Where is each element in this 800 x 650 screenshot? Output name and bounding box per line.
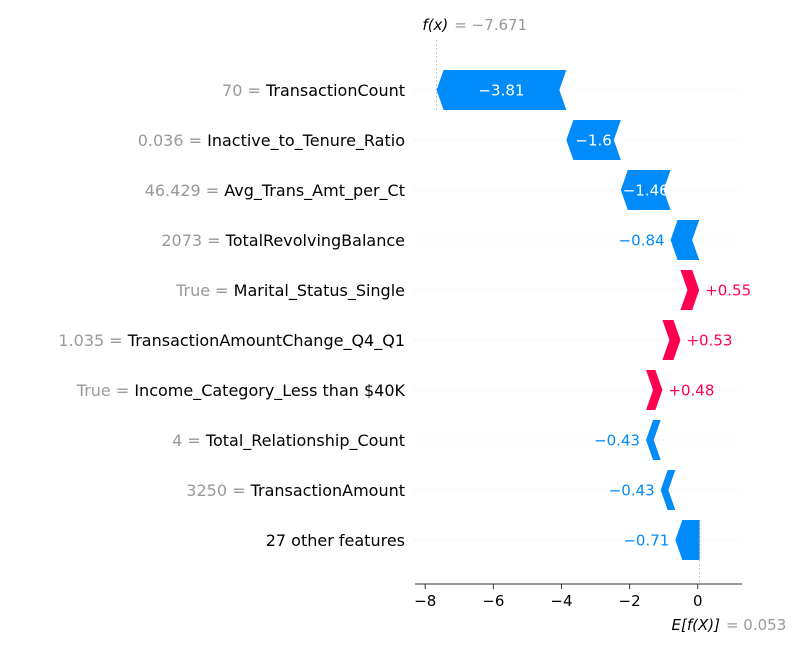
feature-label: 1.035 = TransactionAmountChange_Q4_Q1 (58, 331, 405, 351)
contribution-label: +0.48 (668, 382, 714, 400)
feature-name: Avg_Trans_Amt_per_Ct (224, 181, 405, 201)
feature-name: Inactive_to_Tenure_Ratio (207, 131, 405, 151)
feature-label: 3250 = TransactionAmount (186, 481, 405, 500)
feature-name: TransactionAmountChange_Q4_Q1 (127, 331, 405, 351)
waterfall-bar (675, 520, 700, 560)
x-axis: −8 −6 −4 −2 0 (414, 583, 742, 610)
feature-name: TransactionCount (265, 81, 405, 100)
x-tick-label: −8 (414, 592, 436, 610)
feature-name: Total_Relationship_Count (205, 431, 405, 451)
efx-label: E[f(X)] (672, 616, 721, 634)
waterfall-bar (660, 470, 676, 510)
feature-label: 46.429 = Avg_Trans_Amt_per_Ct (145, 181, 405, 201)
feature-label: 70 = TransactionCount (222, 81, 405, 100)
waterfall-bar (436, 70, 567, 110)
contribution-label: −0.71 (623, 532, 669, 550)
feature-value: 46.429 = (145, 181, 225, 200)
feature-label: 27 other features (266, 531, 405, 550)
waterfall-bar (646, 370, 663, 410)
feature-value: True = (76, 381, 135, 400)
feature-name: TotalRevolvingBalance (225, 231, 405, 250)
feature-name: Income_Category_Less than $40K (134, 381, 405, 401)
contribution-label: −1.6 (575, 132, 611, 150)
feature-label: 2073 = TotalRevolvingBalance (161, 231, 405, 250)
feature-label: True = Income_Category_Less than $40K (76, 381, 406, 401)
contribution-label: −0.84 (619, 232, 665, 250)
contribution-label: +0.53 (686, 332, 732, 350)
contribution-label: −1.46 (623, 182, 669, 200)
feature-labels: 70 = TransactionCount 0.036 = Inactive_to… (58, 81, 405, 550)
feature-value: 3250 = (186, 481, 250, 500)
x-tick-label: −4 (550, 592, 572, 610)
efx-annotation: E[f(X)] = 0.053 (672, 616, 787, 634)
feature-label: 4 = Total_Relationship_Count (172, 431, 405, 451)
feature-label: True = Marital_Status_Single (175, 281, 405, 301)
feature-value: 2073 = (161, 231, 225, 250)
bars: −3.81 −1.6 −1.46 −0.84 +0.55 +0.53 +0.48 −0.43 −… (436, 70, 751, 560)
feature-value: 1.035 = (58, 331, 127, 350)
contribution-label: −0.43 (609, 482, 655, 500)
waterfall-bar (680, 270, 700, 310)
waterfall-bar (662, 320, 681, 360)
feature-value: True = (175, 281, 234, 300)
feature-name: Marital_Status_Single (234, 281, 405, 301)
feature-name: 27 other features (266, 531, 405, 550)
contribution-label: −3.81 (478, 82, 524, 100)
waterfall-bar (670, 220, 700, 260)
waterfall-bar (646, 420, 661, 460)
feature-value: 4 = (172, 431, 206, 450)
waterfall-bar (620, 170, 671, 210)
x-tick-label: 0 (693, 592, 703, 610)
feature-label: 0.036 = Inactive_to_Tenure_Ratio (138, 131, 405, 151)
contribution-label: −0.43 (594, 432, 640, 450)
contribution-label: +0.55 (705, 282, 751, 300)
x-tick-label: −2 (619, 592, 641, 610)
fx-label: f(x) (422, 16, 448, 34)
feature-value: 0.036 = (138, 131, 207, 150)
fx-annotation: f(x) = −7.671 (422, 16, 527, 34)
fx-value: = −7.671 (454, 16, 527, 34)
waterfall-bar (566, 120, 621, 160)
feature-value: 70 = (222, 81, 266, 100)
x-tick-label: −6 (482, 592, 504, 610)
feature-name: TransactionAmount (250, 481, 405, 500)
efx-value: = 0.053 (726, 616, 786, 634)
